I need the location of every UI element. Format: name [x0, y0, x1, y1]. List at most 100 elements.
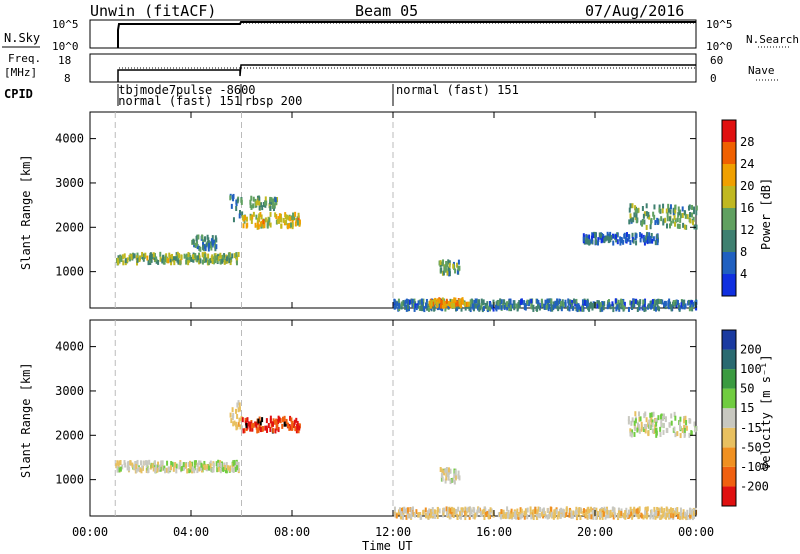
vel-cell: [519, 514, 522, 520]
vel-cell: [604, 514, 607, 520]
power-cell: [252, 203, 255, 209]
vel-cell: [629, 506, 632, 512]
power-cell: [635, 212, 638, 218]
power-cell: [606, 231, 609, 237]
power-cell: [480, 303, 483, 309]
vel-cell: [523, 514, 526, 520]
power-cell: [433, 303, 436, 309]
power-cell: [582, 236, 585, 242]
power-cell: [283, 220, 286, 226]
vel-cell: [565, 508, 568, 514]
vel-cell: [500, 509, 503, 515]
power-cell: [159, 251, 162, 257]
power-cell: [199, 258, 202, 264]
power-cell: [258, 196, 261, 202]
power-cell: [680, 302, 683, 308]
power-cell: [187, 251, 190, 257]
vel-cell: [235, 461, 238, 467]
vel-cell: [257, 418, 260, 424]
power-cell: [148, 255, 151, 261]
power-cell: [480, 298, 483, 304]
vel-cell: [644, 428, 647, 434]
power-cell: [132, 253, 135, 259]
vel-cell: [466, 508, 469, 514]
power-cell: [427, 303, 430, 309]
power-cell: [615, 301, 618, 307]
vel-cell: [142, 460, 145, 466]
vel-cell: [606, 513, 609, 519]
power-cell: [232, 196, 235, 202]
vel-cell: [539, 506, 542, 512]
power-cell: [278, 218, 281, 224]
vel-cell: [688, 507, 691, 513]
vel-cell: [293, 423, 296, 429]
vel-cell: [502, 513, 505, 519]
power-cell: [269, 222, 272, 228]
vel-cell: [449, 514, 452, 520]
power-cell: [653, 204, 656, 210]
vel-cell: [241, 417, 244, 423]
power-cell: [422, 298, 425, 304]
power-cell: [503, 304, 506, 310]
power-cell: [227, 252, 230, 258]
power-cell: [596, 300, 599, 306]
power-cell: [192, 254, 195, 260]
vel-cell: [654, 514, 657, 520]
vel-cell: [683, 424, 686, 430]
power-cell: [658, 306, 661, 312]
vel-cell: [626, 512, 629, 518]
power-cell: [169, 257, 172, 263]
power-cell: [647, 211, 650, 217]
vel-cell: [209, 463, 212, 469]
power-cell: [643, 240, 646, 246]
power-cell: [632, 217, 635, 223]
power-cell: [286, 224, 289, 230]
cpid-segment-label: normal (fast) 151: [118, 94, 241, 108]
power-cell: [405, 298, 408, 304]
power-cell: [219, 252, 222, 258]
vel-cell: [520, 508, 523, 514]
power-cell: [163, 259, 166, 265]
vel-cell: [400, 507, 403, 513]
power-cell: [209, 257, 212, 263]
power-cell: [426, 305, 429, 311]
time-tick-label: 20:00: [577, 525, 613, 539]
vel-cell: [441, 476, 444, 482]
velocity-colorbar-tick-label: -100: [740, 460, 769, 474]
vel-cell: [249, 426, 252, 432]
vel-cell: [211, 467, 214, 473]
power-cell: [690, 304, 693, 310]
power-cell: [601, 236, 604, 242]
vel-cell: [232, 412, 235, 418]
vel-cell: [284, 421, 287, 427]
power-cell: [290, 222, 293, 228]
power-cell: [292, 212, 295, 218]
vel-cell: [646, 506, 649, 512]
power-cell: [610, 235, 613, 241]
power-cell: [636, 300, 639, 306]
vel-cell: [653, 428, 656, 434]
vel-cell: [691, 508, 694, 514]
vel-cell: [607, 510, 610, 516]
vel-cell: [655, 421, 658, 427]
vel-cell: [400, 511, 403, 517]
power-cell: [645, 211, 648, 217]
velocity-colorbar-swatch: [722, 408, 736, 428]
vel-cell: [412, 511, 415, 517]
vel-cell: [453, 468, 456, 474]
power-cell: [499, 298, 502, 304]
power-cell: [669, 301, 672, 307]
power-cell: [138, 257, 141, 263]
power-cell: [559, 304, 562, 310]
power-cell: [643, 219, 646, 225]
vel-cell: [261, 426, 264, 432]
power-cell: [650, 219, 653, 225]
power-cell: [180, 254, 183, 260]
vel-cell: [291, 425, 294, 431]
power-cell: [468, 305, 471, 311]
vel-cell: [546, 514, 549, 520]
power-cell: [411, 302, 414, 308]
power-cell: [420, 298, 423, 304]
vel-cell: [524, 511, 527, 517]
vel-cell: [678, 424, 681, 430]
